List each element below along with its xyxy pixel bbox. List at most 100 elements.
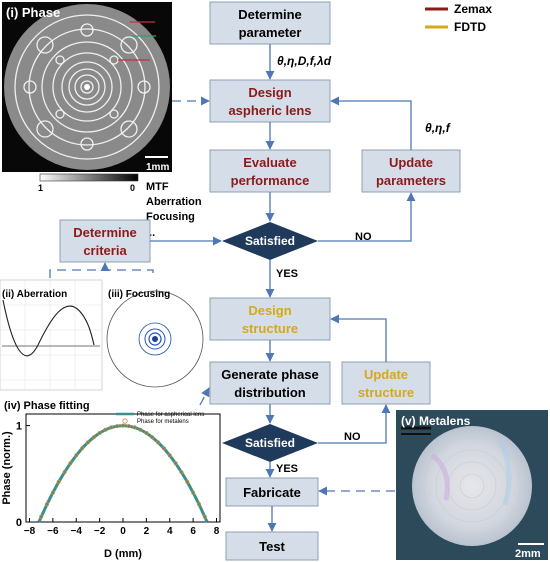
- params-right-label: θ,η,f: [425, 121, 451, 135]
- yes-label-1: YES: [276, 268, 298, 280]
- series-metalens-point: [68, 461, 73, 466]
- x-tick-label: −2: [94, 526, 106, 537]
- y-tick-label: 1: [16, 421, 22, 433]
- box-generate-phase: Generate phase distribution: [209, 361, 331, 405]
- criteria-aberration: Aberration: [146, 196, 202, 208]
- chart-marks: [37, 423, 209, 523]
- series-metalens-point: [50, 490, 55, 495]
- x-tick-label: −4: [71, 526, 83, 537]
- scale-label-1mm: 1mm: [146, 162, 169, 173]
- chart-xlabel: D (mm): [104, 548, 142, 560]
- svg-text:distribution: distribution: [234, 385, 306, 400]
- focusing-panel-label: (iii) Focusing: [108, 289, 170, 300]
- svg-text:Determine: Determine: [238, 7, 302, 22]
- series-metalens-point: [150, 435, 155, 440]
- chart-legend-metalens: Phase for metalens: [137, 419, 189, 425]
- x-tick-label: 0: [120, 526, 126, 537]
- metalens-panel-label: (v) Metalens: [401, 414, 471, 428]
- chart-ylabel: Phase (norm.): [1, 431, 13, 505]
- x-tick-label: 8: [214, 526, 220, 537]
- series-metalens-point: [85, 440, 90, 445]
- series-metalens-point: [191, 490, 196, 495]
- series-metalens-point: [39, 514, 44, 519]
- series-metalens-point: [74, 453, 79, 458]
- series-metalens-point: [62, 470, 67, 475]
- svg-text:Satisfied: Satisfied: [245, 436, 295, 450]
- x-tick-label: 4: [167, 526, 173, 537]
- no-label-1: NO: [355, 231, 372, 243]
- svg-text:performance: performance: [231, 173, 310, 188]
- series-metalens-point: [80, 446, 85, 451]
- phase-fitting-chart: (iv) Phase fitting −8 −6 −4 −2 0 2 4 6 8 0 1 Phase…: [1, 400, 221, 560]
- series-metalens-point: [45, 502, 50, 507]
- series-metalens-point: [185, 479, 190, 484]
- series-metalens-point: [103, 427, 108, 432]
- box-test: Test: [225, 531, 319, 561]
- series-metalens-point: [97, 430, 102, 435]
- box-determine-parameter: Determine parameter: [209, 1, 331, 45]
- series-metalens-point: [156, 440, 161, 445]
- svg-text:parameter: parameter: [239, 25, 302, 40]
- legend: Zemax FDTD: [425, 2, 492, 34]
- params-top-label: θ,η,D,f,λd: [277, 54, 332, 68]
- svg-text:Determine: Determine: [73, 225, 137, 240]
- svg-text:Update: Update: [364, 367, 408, 382]
- series-metalens-point: [56, 479, 61, 484]
- box-update-parameters: Update parameters: [361, 149, 461, 193]
- x-tick-label: 6: [190, 526, 196, 537]
- y-tick-label: 0: [16, 517, 22, 529]
- series-metalens-point: [138, 427, 143, 432]
- svg-text:criteria: criteria: [83, 243, 127, 258]
- series-metalens-point: [196, 502, 201, 507]
- no-label-2: NO: [344, 431, 361, 443]
- phase-panel: (i) Phase 1mm: [2, 2, 172, 173]
- series-metalens-point: [167, 453, 172, 458]
- series-metalens-point: [115, 424, 120, 429]
- yes-label-2: YES: [276, 463, 298, 475]
- series-metalens-point: [173, 461, 178, 466]
- svg-text:Satisfied: Satisfied: [245, 234, 295, 248]
- series-metalens-point: [202, 514, 207, 519]
- aberration-panel: (ii) Aberration: [0, 279, 103, 391]
- box-evaluate-performance: Evaluate performance: [209, 149, 331, 193]
- chart-ticks: −8 −6 −4 −2 0 2 4 6 8 0 1: [16, 421, 220, 537]
- series-metalens-point: [132, 425, 137, 430]
- svg-text:Test: Test: [259, 539, 285, 554]
- metalens-panel: (v) Metalens 2mm: [396, 410, 548, 560]
- series-metalens-point: [179, 470, 184, 475]
- box-determine-criteria: Determine criteria: [59, 219, 151, 263]
- phase-rings: [14, 14, 160, 160]
- svg-text:Evaluate: Evaluate: [243, 155, 296, 170]
- series-metalens-point: [109, 425, 114, 430]
- series-metalens-point: [161, 446, 166, 451]
- svg-text:structure: structure: [242, 321, 298, 336]
- box-design-structure: Design structure: [209, 297, 331, 341]
- svg-text:Design: Design: [248, 303, 291, 318]
- aberration-curve: [2, 299, 95, 357]
- aberration-panel-label: (ii) Aberration: [2, 289, 67, 300]
- chart-legend-swatch-metalens: [122, 418, 128, 424]
- colorbar-min-label: 1: [38, 183, 43, 193]
- svg-text:aspheric lens: aspheric lens: [228, 103, 311, 118]
- criteria-mtf: MTF: [146, 181, 169, 193]
- series-metalens-point: [126, 424, 131, 429]
- svg-text:Design: Design: [248, 85, 291, 100]
- metalens-disk: [412, 426, 532, 546]
- svg-text:structure: structure: [358, 385, 414, 400]
- series-metalens-point: [121, 423, 126, 428]
- x-tick-label: 2: [144, 526, 150, 537]
- x-tick-label: −6: [47, 526, 59, 537]
- chart-legend-aspherical: Phase for aspherical lens: [137, 412, 204, 418]
- series-metalens-point: [144, 430, 149, 435]
- scale-label-2mm: 2mm: [515, 548, 541, 560]
- chart-plot-area: [25, 413, 221, 523]
- series-metalens-point: [91, 435, 96, 440]
- x-tick-label: −8: [24, 526, 36, 537]
- phase-panel-label: (i) Phase: [6, 5, 60, 20]
- legend-zemax-label: Zemax: [454, 2, 492, 16]
- colorbar-max-label: 0: [130, 183, 135, 193]
- svg-text:Fabricate: Fabricate: [243, 485, 301, 500]
- box-fabricate: Fabricate: [225, 477, 319, 507]
